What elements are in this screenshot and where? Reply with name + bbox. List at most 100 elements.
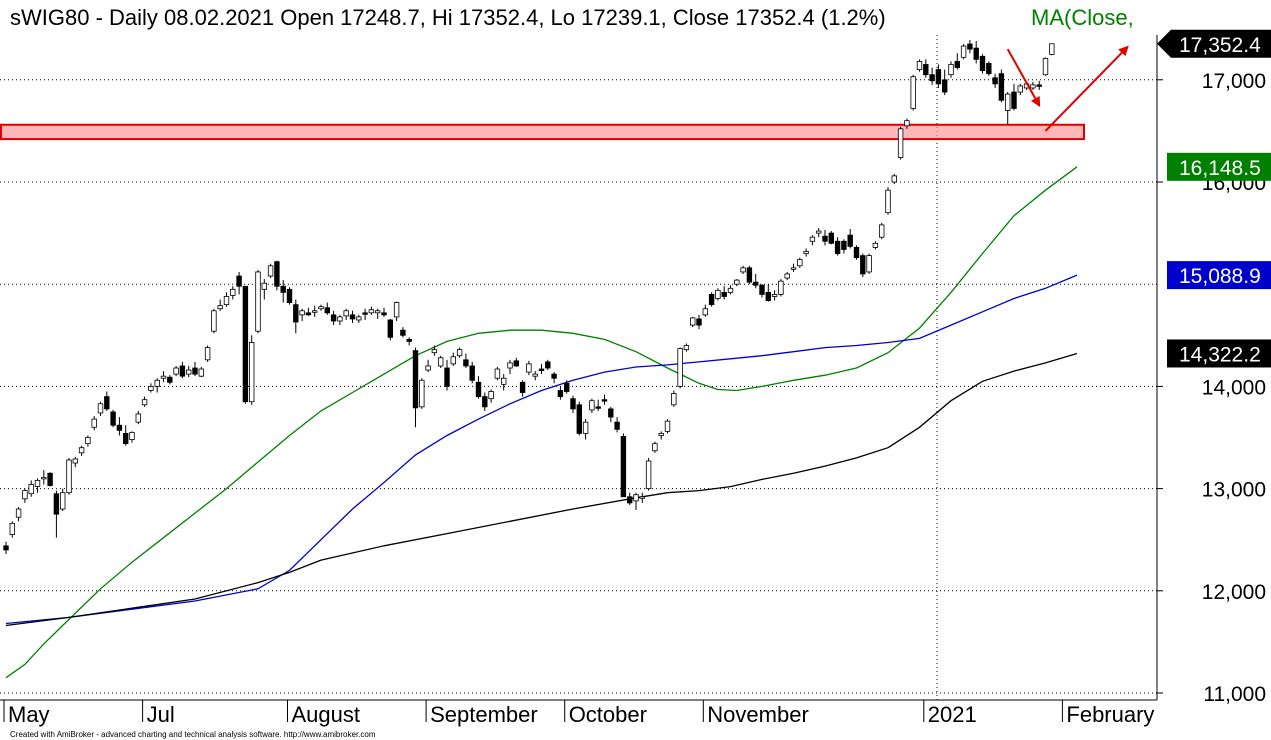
candle <box>513 357 519 367</box>
candle-body <box>765 291 771 301</box>
candle <box>897 126 904 160</box>
x-tick-label: 2021 <box>928 702 977 727</box>
candle <box>778 279 784 297</box>
candle <box>267 263 274 279</box>
y-tick-label: 12,000 <box>1202 581 1266 604</box>
candle-body <box>797 259 803 267</box>
candle <box>1011 83 1017 111</box>
candle-body <box>450 356 456 365</box>
candle <box>879 222 885 240</box>
candle-body <box>456 349 463 357</box>
candle-body <box>123 433 129 445</box>
candle <box>299 308 305 321</box>
value-badges: 17,352.4 16,148.5 15,088.9 14,322.2 <box>1157 29 1271 368</box>
candle <box>633 492 639 511</box>
candle-body <box>274 261 280 287</box>
candle <box>230 286 236 300</box>
candle-body <box>230 288 236 296</box>
candle <box>261 279 267 300</box>
candle-body <box>538 368 545 371</box>
candle-body <box>708 294 715 306</box>
candle <box>469 361 475 384</box>
candle-body <box>1011 91 1017 109</box>
candle-body <box>771 294 778 297</box>
candle-body <box>841 240 847 250</box>
candle <box>167 375 173 385</box>
candle <box>860 253 866 278</box>
candle-body <box>431 349 438 354</box>
candle-body <box>608 408 614 418</box>
candle-body <box>658 433 664 436</box>
candle-body <box>463 359 469 367</box>
candle <box>998 69 1005 103</box>
candle <box>910 74 916 111</box>
candle <box>538 363 545 375</box>
candle-body <box>148 385 154 391</box>
candle <box>368 306 375 315</box>
candle-body <box>53 493 60 515</box>
candle-body <box>104 396 110 410</box>
candle-body <box>444 367 450 387</box>
ma-label: MA(Close, <box>1031 5 1134 30</box>
y-tick-label: 17,000 <box>1202 70 1266 93</box>
candle <box>15 506 22 522</box>
candle-body <box>1005 93 1011 111</box>
candle-body <box>116 424 123 431</box>
candle <box>60 488 66 512</box>
candle-body <box>1017 85 1023 93</box>
candle <box>255 269 261 334</box>
candle <box>475 376 482 399</box>
candle-body <box>853 247 860 259</box>
candle <box>1017 83 1023 96</box>
candle-body <box>349 314 356 320</box>
y-tick-label: 13,000 <box>1202 479 1266 502</box>
candle-body <box>784 273 790 279</box>
candle-body <box>967 43 973 50</box>
candle <box>110 409 116 428</box>
candle-body <box>897 128 904 158</box>
candle <box>185 365 192 378</box>
candle-body <box>545 361 551 369</box>
candle <box>809 235 816 246</box>
candle-body <box>419 379 425 408</box>
candle-body <box>242 285 249 403</box>
candle-body <box>41 476 47 480</box>
candle-body <box>22 490 28 500</box>
candle-body <box>526 363 532 373</box>
candle-body <box>475 381 482 398</box>
candle <box>456 347 463 358</box>
candle-body <box>204 347 211 361</box>
candle-body <box>740 267 746 273</box>
candle-body <box>400 329 406 336</box>
candle <box>223 292 230 307</box>
candle-body <box>482 396 488 408</box>
candle <box>519 380 526 397</box>
candle <box>696 314 702 330</box>
candle <box>589 398 595 413</box>
x-tick-label: Jul <box>147 702 175 727</box>
candle <box>1005 92 1011 125</box>
candle-body <box>412 350 419 409</box>
candle <box>494 366 501 381</box>
candle <box>570 395 576 413</box>
candle-body <box>834 240 841 254</box>
candle <box>123 425 129 446</box>
candle <box>198 366 204 378</box>
chart-title: sWIG80 - Daily 08.02.2021 Open 17248.7, … <box>10 5 886 30</box>
candle-body <box>66 459 72 494</box>
candle-body <box>248 342 255 403</box>
value-badge: 15,088.9 <box>1167 261 1271 290</box>
candle <box>482 392 488 411</box>
candle <box>387 318 393 341</box>
candle-body <box>469 365 475 381</box>
candle-body <box>778 280 784 295</box>
candle-body <box>828 232 834 244</box>
candle-body <box>923 64 929 76</box>
candle-body <box>179 365 186 377</box>
candle <box>765 284 771 302</box>
candle <box>759 284 765 298</box>
candle <box>330 310 337 326</box>
candle <box>78 445 85 456</box>
candle-body <box>595 406 601 409</box>
candle-body <box>576 404 582 434</box>
